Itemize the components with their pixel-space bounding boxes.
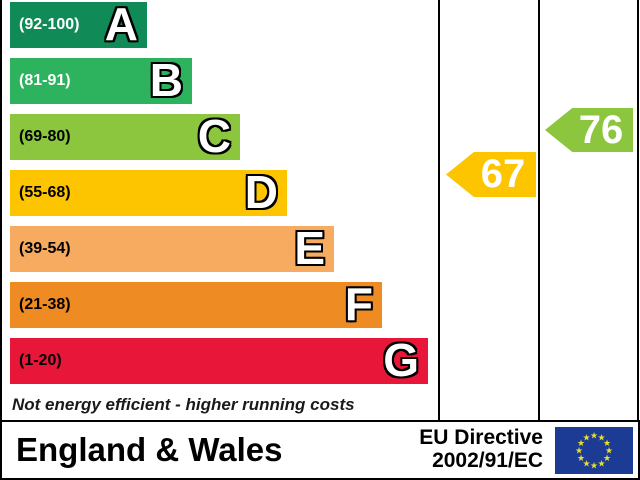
band-range-label: (92-100): [19, 16, 80, 33]
band-row-A: (92-100) A: [10, 0, 147, 51]
band-row-F: (21-38) F: [10, 278, 382, 331]
band-range-label: (69-80): [19, 128, 71, 145]
svg-text:★: ★: [597, 458, 605, 468]
band-range-label: (81-91): [19, 72, 71, 89]
band-row-E: (39-54) E: [10, 222, 334, 275]
band-range-label: (55-68): [19, 184, 71, 201]
chart-right-border: [637, 0, 639, 420]
potential-rating-value: 76: [578, 107, 624, 152]
band-row-D: (55-68) D: [10, 166, 287, 219]
band-letter: B: [149, 54, 183, 107]
svg-text:★: ★: [577, 453, 585, 463]
svg-text:★: ★: [597, 432, 605, 442]
band-row-G: (1-20) G: [10, 334, 428, 387]
svg-text:★: ★: [590, 430, 598, 440]
current-column-divider: [438, 0, 440, 420]
current-rating-arrow: 67: [446, 152, 536, 197]
eu-flag-icon: ★ ★★★★★★★★★★★: [555, 426, 633, 474]
band-row-B: (81-91) B: [10, 54, 192, 107]
svg-text:★: ★: [575, 445, 583, 455]
svg-text:★: ★: [577, 438, 585, 448]
band-letter: D: [244, 166, 278, 219]
region-label: England & Wales: [16, 431, 283, 468]
eu-directive-line2: 2002/91/EC: [432, 449, 543, 472]
band-letter: G: [383, 334, 419, 387]
band-row-C: (69-80) C: [10, 110, 240, 163]
band-letter: F: [344, 278, 373, 331]
potential-column-divider: [538, 0, 540, 420]
svg-text:★: ★: [590, 460, 598, 470]
band-range-label: (1-20): [19, 352, 62, 369]
efficiency-caption: Not energy efficient - higher running co…: [12, 395, 355, 414]
svg-text:★: ★: [582, 458, 590, 468]
svg-text:★: ★: [603, 453, 611, 463]
chart-left-border: [0, 0, 2, 420]
eu-directive-label: EU Directive 2002/91/EC: [419, 426, 543, 473]
band-letter: E: [294, 222, 325, 275]
svg-text:★: ★: [582, 432, 590, 442]
band-letter: A: [104, 0, 138, 51]
svg-text:★: ★: [603, 438, 611, 448]
band-range-label: (39-54): [19, 240, 71, 257]
footer-bar: England & Wales EU Directive 2002/91/EC …: [0, 420, 640, 480]
eu-directive-line1: EU Directive: [419, 426, 543, 450]
band-letter: C: [197, 110, 231, 163]
potential-rating-arrow: 76: [545, 108, 633, 152]
band-range-label: (21-38): [19, 296, 71, 313]
svg-text:★: ★: [605, 445, 613, 455]
eu-flag-stars: ★ ★★★★★★★★★★★: [575, 430, 613, 470]
current-rating-value: 67: [480, 152, 526, 196]
eu-flag-field: [555, 426, 633, 474]
